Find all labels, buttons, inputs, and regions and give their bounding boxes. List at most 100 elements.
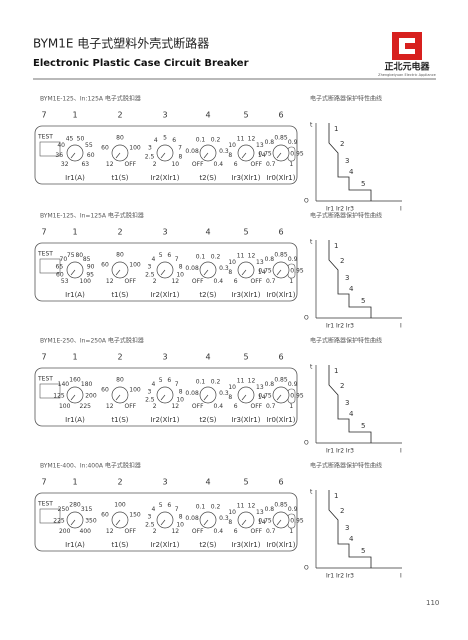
dial-label: OFF bbox=[250, 403, 262, 410]
curve-caption: 电子式断路器保护特性曲线 bbox=[310, 212, 382, 220]
dial-label: 8 bbox=[228, 519, 232, 526]
callout-number: 6 bbox=[278, 353, 283, 362]
dial-label: 80 bbox=[116, 135, 124, 142]
dial-label: 0.8 bbox=[265, 139, 275, 146]
dial-label: 6 bbox=[167, 377, 171, 384]
dial-label: 0.08 bbox=[185, 148, 199, 155]
dial-label: 0.8 bbox=[265, 381, 275, 388]
dial-label: OFF bbox=[192, 278, 204, 285]
callout-number: 7 bbox=[41, 228, 46, 237]
dial-label: 0.7 bbox=[266, 161, 276, 168]
dial-label: 10 bbox=[228, 259, 236, 266]
callout-number: 2 bbox=[117, 111, 122, 120]
dial-label: OFF bbox=[250, 161, 262, 168]
brand-en: Zhengbeiyuan Electric Appliance bbox=[378, 73, 436, 77]
test-button bbox=[39, 508, 61, 524]
dial-label: 0.7 bbox=[266, 403, 276, 410]
dial-label: OFF bbox=[124, 403, 136, 410]
dial-label: 5 bbox=[159, 377, 163, 384]
dial-label: 60 bbox=[56, 271, 64, 278]
dial-label: 0.7 bbox=[266, 528, 276, 535]
dial-label: 0.85 bbox=[274, 135, 288, 142]
test-label: TEST bbox=[37, 134, 53, 141]
dial-label: 75 bbox=[67, 252, 75, 259]
curve-i: I bbox=[400, 206, 402, 213]
dial-label: 125 bbox=[53, 392, 65, 399]
dial-name: Ir2(Xlr1) bbox=[151, 541, 180, 549]
dial-label: 13 bbox=[256, 509, 264, 516]
dial-label: 65 bbox=[56, 263, 64, 270]
curve-i: I bbox=[400, 323, 402, 330]
dial-label: 1 bbox=[289, 161, 293, 168]
curve-point-label: 2 bbox=[340, 382, 344, 390]
dial-label: OFF bbox=[124, 278, 136, 285]
curve-origin: O bbox=[304, 440, 309, 447]
dial-label: 2 bbox=[153, 528, 157, 535]
dial-label: 6 bbox=[234, 528, 238, 535]
dial-pointer bbox=[160, 519, 166, 526]
dial-name: Ir0(Xlr1) bbox=[267, 291, 296, 299]
dial-label: 6 bbox=[234, 403, 238, 410]
dial-label: 7 bbox=[175, 256, 179, 263]
page-number: 110 bbox=[426, 599, 439, 607]
curve-caption: 电子式断路器保护特性曲线 bbox=[310, 95, 382, 103]
callout-number: 6 bbox=[278, 111, 283, 120]
dial-pointer bbox=[115, 519, 121, 526]
dial-label: 150 bbox=[129, 511, 141, 518]
curve-i: I bbox=[400, 448, 402, 455]
callout-number: 2 bbox=[117, 353, 122, 362]
dial-label: 200 bbox=[85, 392, 97, 399]
curve-t: t bbox=[310, 364, 313, 371]
dial-label: 0.95 bbox=[290, 517, 304, 524]
dial-label: 0.4 bbox=[214, 403, 224, 410]
dial-pointer bbox=[241, 269, 247, 276]
dial-label: OFF bbox=[250, 278, 262, 285]
dial-label: 12 bbox=[106, 161, 114, 168]
dial-label: 8 bbox=[179, 513, 183, 520]
dial-name: Ir1(A) bbox=[65, 174, 85, 182]
callout-number: 7 bbox=[41, 478, 46, 487]
dial-label: 400 bbox=[80, 528, 92, 535]
dial-label: 0.95 bbox=[290, 267, 304, 274]
dial-name: Ir3(Xlr1) bbox=[232, 291, 261, 299]
callout-number: 6 bbox=[278, 228, 283, 237]
curve-caption: 电子式断路器保护特性曲线 bbox=[310, 462, 382, 470]
dial-pointer bbox=[203, 394, 209, 401]
dial-label: 12 bbox=[248, 377, 256, 384]
callout-number: 6 bbox=[278, 478, 283, 487]
curve-i: I bbox=[400, 573, 402, 580]
dial-label: 11 bbox=[237, 502, 245, 509]
curve-point-label: 1 bbox=[334, 492, 338, 500]
dial-label: 53 bbox=[61, 278, 69, 285]
curve-t: t bbox=[310, 239, 313, 246]
dial-label: 0.3 bbox=[219, 515, 229, 522]
dial-label: 0.9 bbox=[288, 381, 298, 388]
protection-curve bbox=[328, 365, 372, 443]
dial-label: 225 bbox=[53, 517, 65, 524]
dial-label: 5 bbox=[159, 502, 163, 509]
dial-label: 40 bbox=[57, 142, 65, 149]
test-button bbox=[39, 258, 61, 274]
trip-unit-box bbox=[34, 492, 298, 552]
callout-number: 5 bbox=[243, 353, 248, 362]
curve-point-label: 5 bbox=[361, 422, 365, 430]
dial-label: 8 bbox=[228, 152, 232, 159]
dial-label: 7 bbox=[178, 144, 182, 151]
dial-label: 280 bbox=[69, 502, 81, 509]
dial-label: 10 bbox=[228, 384, 236, 391]
dial-label: 0.08 bbox=[185, 265, 199, 272]
dial-label: 0.9 bbox=[288, 256, 298, 263]
dial-label: OFF bbox=[192, 161, 204, 168]
dial-pointer bbox=[70, 269, 76, 276]
dial-label: 80 bbox=[75, 252, 83, 259]
dial-label: 100 bbox=[129, 386, 141, 393]
test-button bbox=[39, 383, 61, 399]
curve-point-label: 2 bbox=[340, 507, 344, 515]
curve-t: t bbox=[310, 489, 313, 496]
dial-label: 1 bbox=[289, 278, 293, 285]
dial-label: 45 bbox=[66, 135, 74, 142]
dial-label: 0.8 bbox=[265, 506, 275, 513]
curve-origin: O bbox=[304, 315, 309, 322]
dial-label: 0.3 bbox=[219, 265, 229, 272]
